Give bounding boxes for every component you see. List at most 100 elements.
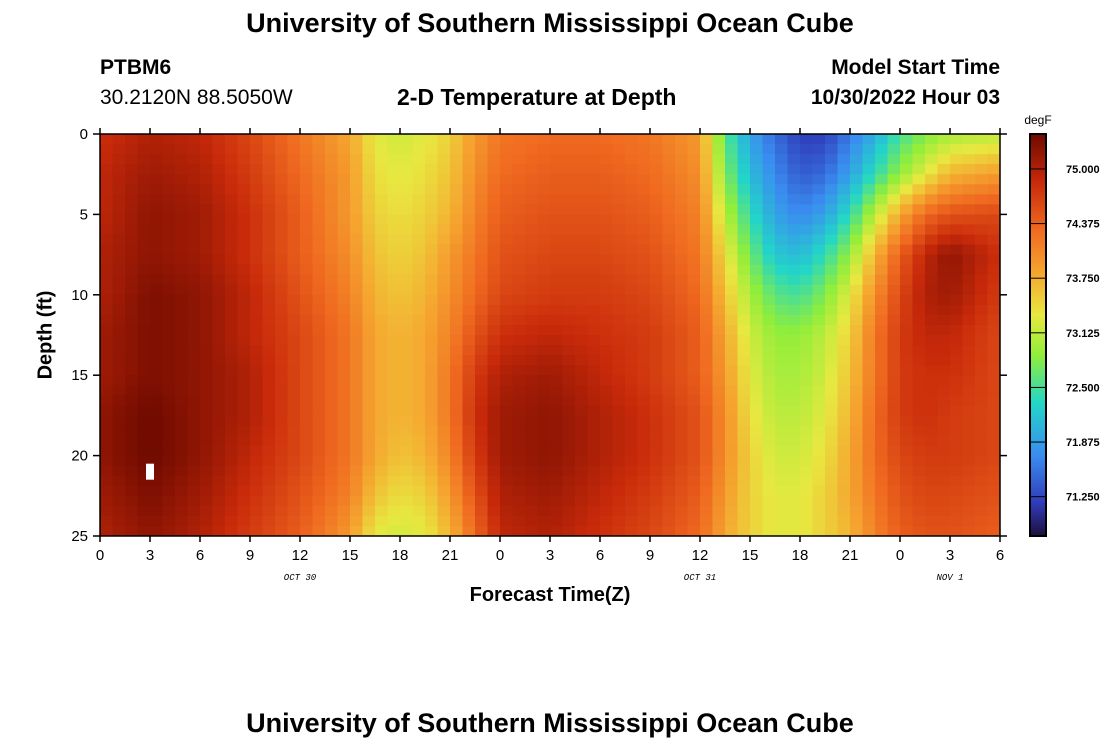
heatmap-cell xyxy=(287,304,301,316)
heatmap-cell xyxy=(662,425,676,437)
heatmap-cell xyxy=(812,314,826,326)
heatmap-cell xyxy=(800,425,814,437)
heatmap-cell xyxy=(650,385,664,396)
heatmap-cell xyxy=(525,234,539,246)
heatmap-cell xyxy=(125,214,139,226)
heatmap-cell xyxy=(625,455,639,467)
heatmap-cell xyxy=(512,335,526,346)
heatmap-cell xyxy=(837,475,851,487)
heatmap-cell xyxy=(550,304,564,316)
heatmap-cell xyxy=(700,164,714,175)
heatmap-cell xyxy=(412,304,426,316)
heatmap-cell xyxy=(750,274,764,286)
heatmap-cell xyxy=(100,194,114,205)
heatmap-cell xyxy=(412,264,426,276)
heatmap-cell xyxy=(962,405,976,416)
heatmap-cell xyxy=(925,194,939,205)
heatmap-cell xyxy=(800,264,814,276)
heatmap-cell xyxy=(712,365,726,376)
heatmap-cell xyxy=(175,294,189,306)
heatmap-cell xyxy=(112,194,126,205)
heatmap-cell xyxy=(112,244,126,256)
heatmap-cell xyxy=(737,395,751,406)
heatmap-cell xyxy=(362,395,376,406)
heatmap-cell xyxy=(675,495,689,507)
heatmap-cell xyxy=(600,505,614,517)
heatmap-cell xyxy=(987,525,1000,536)
heatmap-cell xyxy=(887,214,901,226)
heatmap-cell xyxy=(500,324,514,336)
heatmap-cell xyxy=(950,134,964,145)
heatmap-cell xyxy=(937,294,951,306)
heatmap-cell xyxy=(700,375,714,386)
heatmap-cell xyxy=(525,144,539,155)
heatmap-cell xyxy=(962,164,976,175)
heatmap-cell xyxy=(262,274,276,286)
heatmap-cell xyxy=(912,335,926,346)
heatmap-cell xyxy=(487,244,501,256)
heatmap-cell xyxy=(762,525,776,536)
heatmap-cell xyxy=(737,154,751,165)
heatmap-cell xyxy=(587,204,601,215)
heatmap-cell xyxy=(325,385,339,396)
heatmap-cell xyxy=(925,365,939,376)
heatmap-cell xyxy=(687,174,701,185)
heatmap-cell xyxy=(212,324,226,336)
heatmap-cell xyxy=(700,355,714,366)
heatmap-cell xyxy=(662,385,676,396)
heatmap-cell xyxy=(200,335,214,346)
heatmap-cell xyxy=(587,345,601,356)
heatmap-cell xyxy=(450,395,464,406)
heatmap-cell xyxy=(350,314,364,326)
heatmap-cell xyxy=(187,405,201,416)
heatmap-cell xyxy=(712,385,726,396)
heatmap-cell xyxy=(437,365,451,376)
heatmap-cell xyxy=(137,395,151,406)
heatmap-cell xyxy=(237,204,251,215)
heatmap-cell xyxy=(362,214,376,226)
heatmap-cell xyxy=(825,355,839,366)
heatmap-cell xyxy=(937,174,951,185)
heatmap-cell xyxy=(462,505,476,517)
heatmap-cell xyxy=(762,395,776,406)
heatmap-cell xyxy=(100,234,114,246)
heatmap-cell xyxy=(325,244,339,256)
heatmap-cell xyxy=(212,144,226,155)
heatmap-cell xyxy=(487,395,501,406)
heatmap-cell xyxy=(725,164,739,175)
heatmap-cell xyxy=(900,495,914,507)
heatmap-cell xyxy=(137,405,151,416)
heatmap-cell xyxy=(662,314,676,326)
heatmap-cell xyxy=(700,475,714,487)
heatmap-cell xyxy=(287,204,301,215)
heatmap-cell xyxy=(575,505,589,517)
heatmap-cell xyxy=(775,254,789,266)
heatmap-cell xyxy=(500,355,514,366)
heatmap-cell xyxy=(987,465,1000,477)
heatmap-cell xyxy=(700,284,714,296)
heatmap-cell xyxy=(487,324,501,336)
heatmap-cell xyxy=(575,204,589,215)
heatmap-cell xyxy=(787,355,801,366)
heatmap-cell xyxy=(125,204,139,215)
heatmap-cell xyxy=(925,154,939,165)
heatmap-cell xyxy=(587,375,601,386)
heatmap-cell xyxy=(475,485,489,497)
heatmap-cell xyxy=(650,134,664,145)
heatmap-cell xyxy=(212,254,226,266)
heatmap-cell xyxy=(262,425,276,437)
heatmap-cell xyxy=(100,345,114,356)
heatmap-cell xyxy=(125,264,139,276)
heatmap-cell xyxy=(987,154,1000,165)
heatmap-cell xyxy=(787,375,801,386)
heatmap-cell xyxy=(575,314,589,326)
heatmap-cell xyxy=(450,194,464,205)
heatmap-cell xyxy=(375,475,389,487)
heatmap-cell xyxy=(187,475,201,487)
heatmap-cell xyxy=(675,485,689,497)
heatmap-cell xyxy=(725,385,739,396)
heatmap-cell xyxy=(112,425,126,437)
heatmap-cell xyxy=(862,264,876,276)
heatmap-cell xyxy=(962,284,976,296)
heatmap-cell xyxy=(300,224,314,236)
